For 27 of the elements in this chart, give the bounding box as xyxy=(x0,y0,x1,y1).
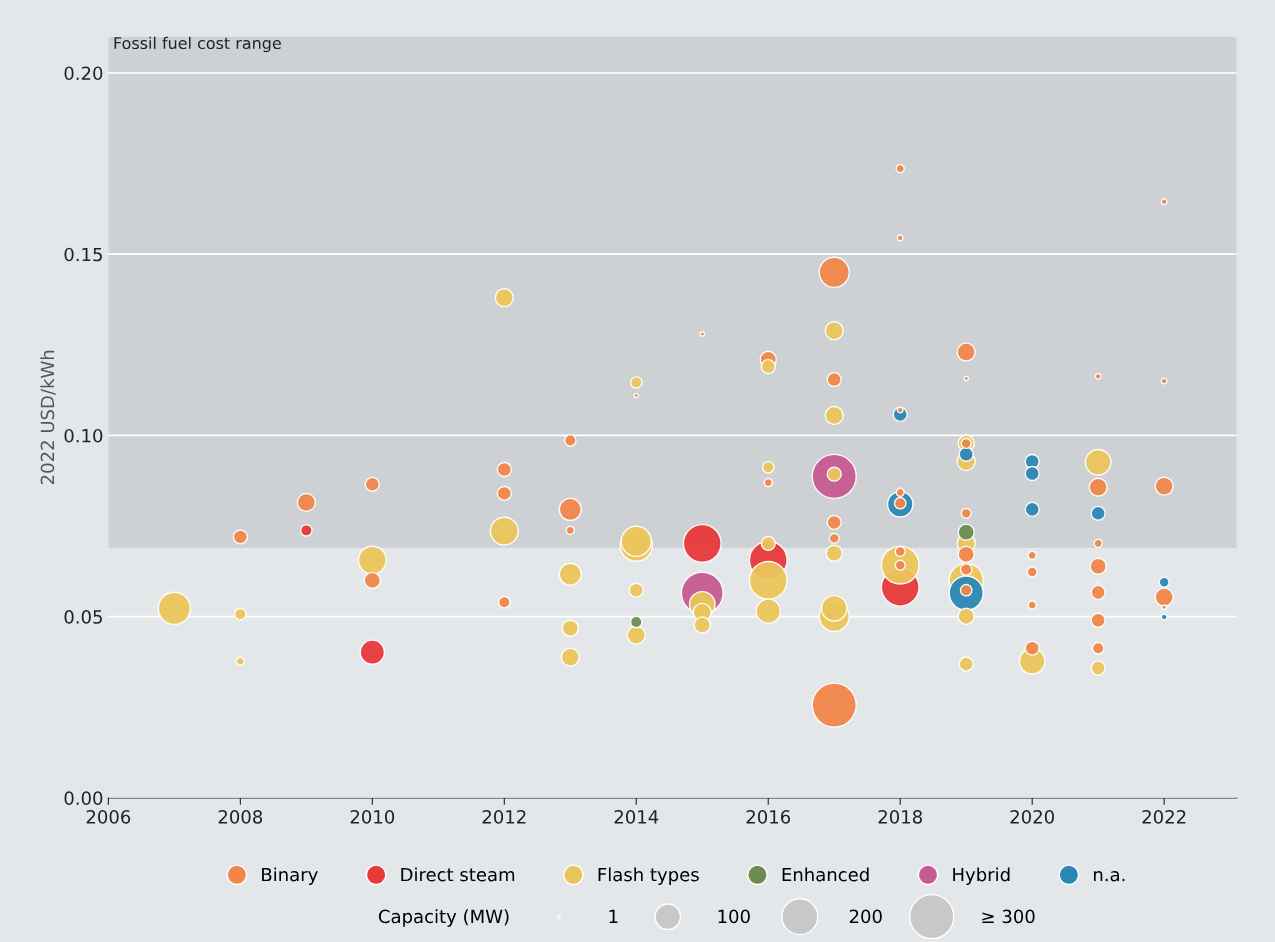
y-tick-label: 0.05 xyxy=(64,610,102,624)
x-tick-label: 2020 xyxy=(1010,810,1054,824)
y-tick-label: 0.15 xyxy=(64,247,102,262)
legend-label: Flash types xyxy=(598,867,699,885)
x-tick-label: 2016 xyxy=(746,810,791,824)
legend-label: Direct steam xyxy=(401,867,515,882)
y-tick-label: 0.10 xyxy=(64,428,103,443)
x-tick-label: 2022 xyxy=(1142,810,1186,824)
x-tick-label: 2006 xyxy=(86,810,131,824)
legend-label: 1 xyxy=(609,909,618,923)
legend-label: 200 xyxy=(849,909,882,924)
legend-label: 100 xyxy=(718,909,750,924)
x-tick-label: 2008 xyxy=(218,810,263,824)
x-tick-label: 2010 xyxy=(350,810,395,824)
legend-label: n.a. xyxy=(1093,871,1125,882)
y-tick-label: 0.20 xyxy=(64,66,103,81)
y-axis-title: 2022 USD/kWh xyxy=(40,350,56,485)
x-tick-label: 2018 xyxy=(878,810,922,824)
legend-label: Hybrid xyxy=(953,867,1010,885)
legend-label: Enhanced xyxy=(782,867,869,882)
band-label: Fossil fuel cost range xyxy=(114,36,281,53)
x-tick-label: 2012 xyxy=(482,810,526,824)
legend-label: Binary xyxy=(262,867,318,885)
legend-label: ≥ 300 xyxy=(982,909,1035,924)
x-tick-label: 2014 xyxy=(614,810,659,824)
y-tick-label: 0.00 xyxy=(64,791,103,805)
legend-title: Capacity (MW) xyxy=(378,909,509,927)
